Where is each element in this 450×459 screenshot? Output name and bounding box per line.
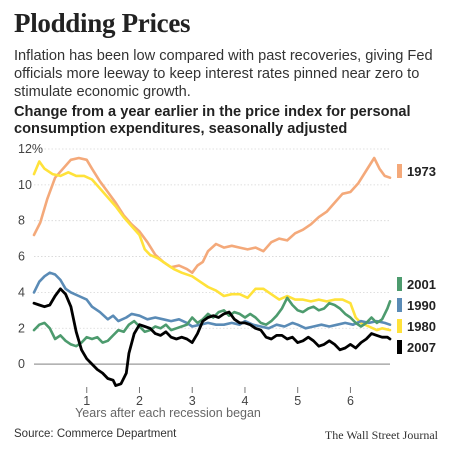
- legend: 1973 1980 1990 2001 2007: [397, 164, 436, 355]
- x-tick-label: 2: [136, 394, 143, 408]
- y-tick-label: 12%: [18, 142, 43, 156]
- legend-label-1980: 1980: [407, 319, 436, 334]
- chart-subtitle: Inflation has been low compared with pas…: [14, 48, 433, 100]
- legend-swatch-1973: [397, 164, 402, 178]
- publisher-credit: The Wall Street Journal: [324, 428, 438, 442]
- y-tick-label: 0: [18, 357, 25, 371]
- grid-lines: [34, 148, 390, 365]
- legend-swatch-1980: [397, 319, 402, 333]
- source-note: Source: Commerce Department: [14, 428, 177, 440]
- y-tick-label: 2: [18, 321, 25, 335]
- x-tick-label: 1: [83, 394, 90, 408]
- series-lines: [32, 156, 392, 387]
- y-tick-label: 10: [18, 178, 32, 192]
- x-tick-label: 3: [189, 394, 196, 408]
- y-tick-label: 4: [18, 285, 25, 299]
- y-tick-label: 8: [18, 214, 25, 228]
- x-tick-label: 6: [347, 394, 354, 408]
- x-axis-title: Years after each recession began: [75, 406, 261, 420]
- series-line-2001: [32, 296, 392, 348]
- legend-label-2007: 2007: [407, 340, 436, 355]
- chart-title: Plodding Prices: [14, 8, 191, 38]
- series-line-2007: [32, 287, 392, 387]
- series-line-1980: [32, 160, 392, 332]
- x-tick-label: 5: [294, 394, 301, 408]
- y-axis-ticks: 0 2 4 6 8 10 12%: [18, 142, 43, 371]
- series-line-1973: [32, 156, 392, 274]
- legend-label-2001: 2001: [407, 277, 436, 292]
- x-tick-label: 4: [241, 394, 248, 408]
- y-tick-label: 6: [18, 250, 25, 264]
- legend-swatch-1990: [397, 298, 402, 312]
- legend-swatch-2007: [397, 340, 402, 354]
- legend-swatch-2001: [397, 277, 402, 291]
- legend-label-1973: 1973: [407, 164, 436, 179]
- legend-label-1990: 1990: [407, 298, 436, 313]
- x-axis-ticks: 1 2 3 4 5 6: [83, 387, 354, 408]
- chart-heading: Change from a year earlier in the price …: [14, 104, 411, 137]
